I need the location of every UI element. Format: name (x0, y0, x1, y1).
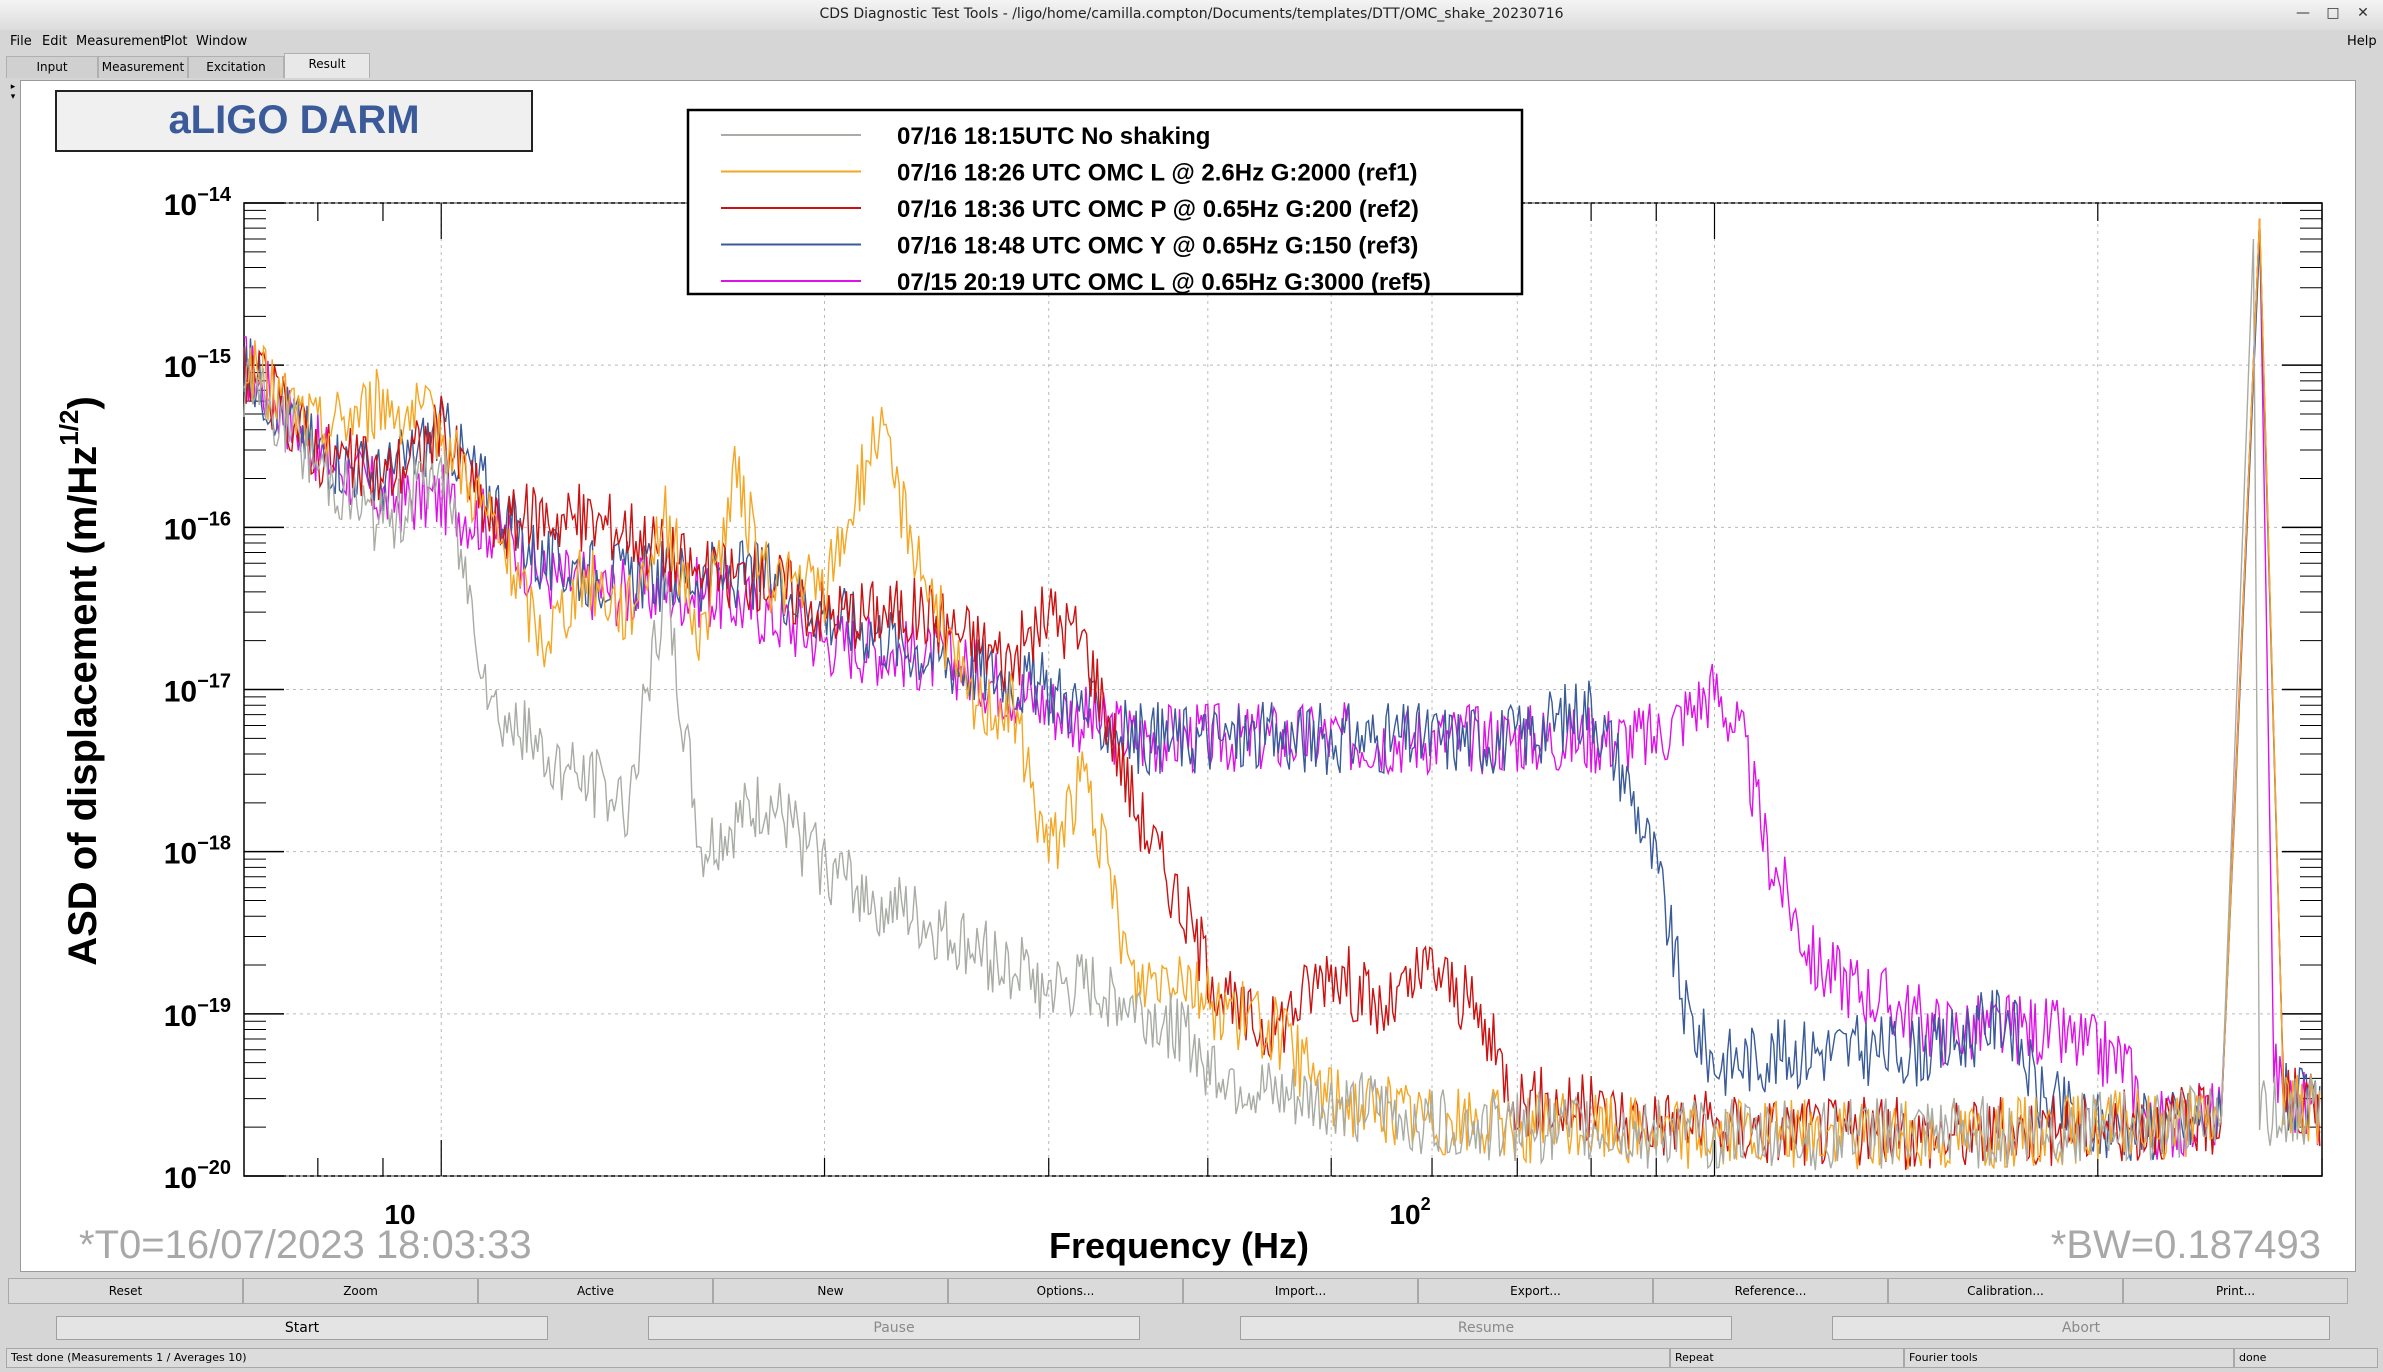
menu-file[interactable]: File (10, 34, 32, 49)
legend-entry: 07/16 18:36 UTC OMC P @ 0.65Hz G:200 (re… (897, 196, 1419, 223)
legend-entry: 07/15 20:19 UTC OMC L @ 0.65Hz G:3000 (r… (897, 269, 1431, 296)
tab-result[interactable]: Result (284, 53, 370, 78)
maximize-icon[interactable]: □ (2326, 5, 2340, 21)
menu-help[interactable]: Help (2347, 34, 2377, 49)
pause-button[interactable]: Pause (648, 1316, 1140, 1340)
arrow-down-icon[interactable]: ▾ (10, 92, 16, 102)
arrow-right-icon[interactable]: ▸ (10, 82, 16, 92)
abort-button[interactable]: Abort (1832, 1316, 2330, 1340)
status-done: done (2234, 1348, 2378, 1368)
plot-panel[interactable]: aLIGO DARM 10−14 10−15 10−16 10−17 10−18 10−1… (20, 80, 2356, 1272)
y-axis-label: ASD of displacement (m/Hz1/2) (54, 396, 105, 966)
plot-title-box (55, 90, 533, 152)
t0-annotation: *T0=16/07/2023 18:03:33 (79, 1223, 532, 1267)
status-main: Test done (Measurements 1 / Averages 10) (6, 1348, 1670, 1368)
calibration-button[interactable]: Calibration... (1888, 1278, 2123, 1304)
start-button[interactable]: Start (56, 1316, 548, 1340)
status-bar: Test done (Measurements 1 / Averages 10)… (6, 1348, 2380, 1368)
y-tick-labels: 10−14 10−15 10−16 10−17 10−18 10−19 10−20 (164, 184, 232, 1195)
print-button[interactable]: Print... (2123, 1278, 2348, 1304)
asd-plot[interactable]: aLIGO DARM 10−1410−1510−1610−1710−1810−1… (21, 81, 2355, 1271)
new-button[interactable]: New (713, 1278, 948, 1304)
y-tick-label: 10−15 (164, 346, 231, 384)
control-bar: Start Pause Resume Abort (8, 1316, 2348, 1344)
menu-bar: File Edit Measurement Plot Window Help (0, 30, 2383, 54)
reference-button[interactable]: Reference... (1653, 1278, 1888, 1304)
zoom-button[interactable]: Zoom (243, 1278, 478, 1304)
y-tick-label: 10−19 (164, 995, 231, 1033)
x-tick-100: 102 (1389, 1194, 1430, 1230)
options-button[interactable]: Options... (948, 1278, 1183, 1304)
status-fourier: Fourier tools (1904, 1348, 2234, 1368)
resume-button[interactable]: Resume (1240, 1316, 1732, 1340)
tab-input[interactable]: Input (6, 56, 98, 78)
y-tick-label: 10−18 (164, 833, 231, 871)
y-tick-label: 10−14 (164, 184, 232, 222)
x-tick-10: 10 (384, 1199, 415, 1230)
series-line (243, 238, 2321, 1161)
series-line (243, 218, 2321, 1170)
status-repeat: Repeat (1670, 1348, 1904, 1368)
plot-button-bar: Reset Zoom Active New Options... Import.… (8, 1278, 2348, 1304)
tab-excitation[interactable]: Excitation (188, 56, 284, 78)
tab-measurement[interactable]: Measurement (98, 56, 188, 78)
series-line (243, 238, 2321, 1171)
menu-window[interactable]: Window (196, 34, 248, 49)
series-lines (243, 218, 2321, 1171)
y-tick-label: 10−20 (164, 1157, 231, 1195)
right-scroll-strip[interactable] (2356, 80, 2380, 1270)
legend: 07/16 18:15UTC No shaking 07/16 18:26 UTC… (721, 123, 1431, 296)
y-tick-label: 10−17 (164, 671, 231, 709)
bw-annotation: *BW=0.187493 (2051, 1223, 2321, 1267)
legend-entry: 07/16 18:48 UTC OMC Y @ 0.65Hz G:150 (re… (897, 233, 1418, 260)
plot-title: aLIGO DARM (168, 98, 419, 142)
close-icon[interactable]: ✕ (2357, 5, 2369, 21)
window-title: CDS Diagnostic Test Tools - /ligo/home/c… (819, 6, 1564, 22)
x-axis-label: Frequency (Hz) (1049, 1225, 1309, 1266)
window-title-bar[interactable]: CDS Diagnostic Test Tools - /ligo/home/c… (0, 0, 2383, 31)
left-scroll-strip[interactable]: ▸ ▾ (6, 80, 20, 1270)
menu-measurement[interactable]: Measurement (76, 34, 166, 49)
y-tick-label: 10−16 (164, 508, 231, 546)
legend-entry: 07/16 18:26 UTC OMC L @ 2.6Hz G:2000 (re… (897, 160, 1418, 187)
legend-box (686, 108, 1524, 296)
menu-edit[interactable]: Edit (42, 34, 68, 49)
menu-plot[interactable]: Plot (163, 34, 188, 49)
import-button[interactable]: Import... (1183, 1278, 1418, 1304)
reset-button[interactable]: Reset (8, 1278, 243, 1304)
export-button[interactable]: Export... (1418, 1278, 1653, 1304)
legend-entry: 07/16 18:15UTC No shaking (897, 123, 1210, 150)
minimize-icon[interactable]: — (2296, 5, 2310, 21)
active-button[interactable]: Active (478, 1278, 713, 1304)
